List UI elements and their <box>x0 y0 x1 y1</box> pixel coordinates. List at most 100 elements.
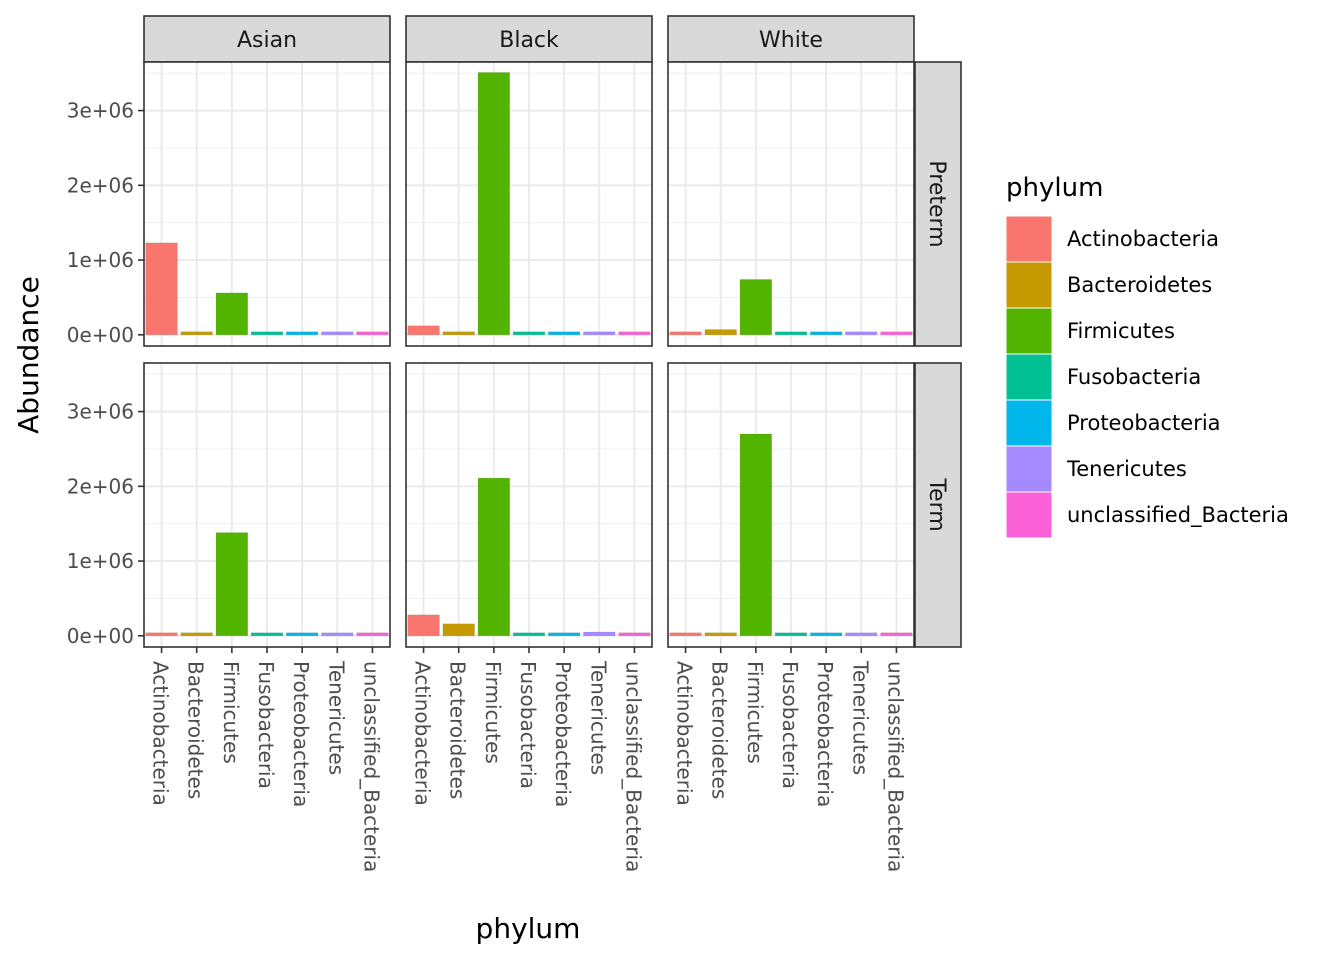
legend-item-firmicutes: Firmicutes <box>1005 307 1175 355</box>
bar-fusobacteria <box>250 632 284 637</box>
panel-asian-term <box>143 362 391 648</box>
legend-title: phylum <box>1006 173 1103 203</box>
legend-item-fusobacteria: Fusobacteria <box>1005 353 1201 401</box>
facet-row-strips: Preterm Term <box>914 61 962 648</box>
bar-unclassified-bacteria <box>880 632 913 637</box>
bar-fusobacteria <box>774 632 808 637</box>
bar-actinobacteria <box>145 632 178 637</box>
x-axis-black: Actinobacteria Bacteroidetes Firmicutes Fus… <box>411 647 645 872</box>
legend-swatch <box>1005 399 1053 447</box>
bar-fusobacteria <box>512 331 546 336</box>
bar-actinobacteria <box>669 632 702 637</box>
y-tick-label: 0e+00 <box>67 323 134 347</box>
bar-tenericutes <box>583 631 616 637</box>
strip-term <box>914 362 962 648</box>
y-tick-label: 2e+06 <box>67 474 134 498</box>
legend-swatch <box>1005 215 1053 263</box>
bar-bacteroidetes <box>180 632 213 637</box>
legend-swatch <box>1005 307 1053 355</box>
panel-border <box>143 61 391 347</box>
legend-swatch <box>1005 261 1053 309</box>
x-tick-label: Proteobacteria <box>551 661 575 807</box>
panel-border <box>667 61 915 347</box>
y-tick-label: 1e+06 <box>67 248 134 272</box>
strip-label-asian: Asian <box>237 28 297 53</box>
bar-firmicutes <box>477 477 510 637</box>
bar-bacteroidetes <box>180 331 213 336</box>
legend-label: Tenericutes <box>1066 457 1187 481</box>
bar-tenericutes <box>583 331 616 336</box>
bar-tenericutes <box>321 331 354 336</box>
y-tick-label: 2e+06 <box>67 173 134 197</box>
strip-white <box>667 15 915 63</box>
bar-actinobacteria <box>407 614 440 637</box>
x-tick-label: Firmicutes <box>743 661 767 764</box>
x-tick-label: Fusobacteria <box>516 661 540 789</box>
bar-firmicutes <box>739 433 772 637</box>
panel-white-preterm <box>667 61 915 347</box>
bar-actinobacteria <box>669 331 702 336</box>
legend-label: Proteobacteria <box>1067 411 1221 435</box>
legend-item-unclassified-bacteria: unclassified_Bacteria <box>1005 491 1289 539</box>
bar-firmicutes <box>739 279 772 336</box>
bar-proteobacteria <box>810 632 843 637</box>
x-tick-label: Proteobacteria <box>289 661 313 807</box>
legend-swatch <box>1005 491 1053 539</box>
x-tick-label: Proteobacteria <box>813 661 837 807</box>
strip-label-black: Black <box>499 28 559 53</box>
x-tick-label: unclassified_Bacteria <box>621 661 645 872</box>
x-axis-white: Actinobacteria Bacteroidetes Firmicutes Fus… <box>673 647 907 872</box>
facet-panels <box>143 61 915 648</box>
legend-swatch <box>1005 445 1053 493</box>
bar-fusobacteria <box>774 331 808 336</box>
x-axes: Actinobacteria Bacteroidetes Firmicutes Fus… <box>149 647 907 872</box>
x-tick-label: Actinobacteria <box>411 661 435 806</box>
x-tick-label: Actinobacteria <box>149 661 173 806</box>
legend: phylum Actinobacteria Bacteroidetes Firmic… <box>1005 173 1289 539</box>
bar-unclassified-bacteria <box>356 632 389 637</box>
bar-bacteroidetes <box>442 623 475 637</box>
bar-fusobacteria <box>512 632 546 637</box>
legend-item-tenericutes: Tenericutes <box>1005 445 1187 493</box>
legend-item-proteobacteria: Proteobacteria <box>1005 399 1221 447</box>
bar-tenericutes <box>321 632 354 637</box>
bar-tenericutes <box>845 632 878 637</box>
bar-actinobacteria <box>407 325 440 336</box>
legend-label: Bacteroidetes <box>1067 273 1212 297</box>
panel-border <box>405 61 653 347</box>
x-tick-label: Tenericutes <box>848 660 872 775</box>
bar-unclassified-bacteria <box>880 331 913 336</box>
strip-label-white: White <box>759 28 823 53</box>
x-tick-label: Fusobacteria <box>254 661 278 789</box>
y-axis-title: Abundance <box>12 276 45 434</box>
bar-proteobacteria <box>810 331 843 336</box>
strip-label-term: Term <box>924 477 949 531</box>
x-tick-label: unclassified_Bacteria <box>359 661 383 872</box>
bar-firmicutes <box>215 532 248 637</box>
bar-proteobacteria <box>286 632 319 637</box>
legend-label: Firmicutes <box>1067 319 1175 343</box>
y-tick-label: 1e+06 <box>67 549 134 573</box>
bar-proteobacteria <box>548 632 581 637</box>
x-tick-label: Fusobacteria <box>778 661 802 789</box>
bar-tenericutes <box>845 331 878 336</box>
bar-proteobacteria <box>286 331 319 336</box>
legend-label: unclassified_Bacteria <box>1067 503 1289 528</box>
x-axis-title: phylum <box>476 912 581 945</box>
x-tick-label: Bacteroidetes <box>184 661 208 799</box>
panel-asian-preterm <box>143 61 391 347</box>
bar-proteobacteria <box>548 331 581 336</box>
legend-swatch <box>1005 353 1053 401</box>
y-tick-label: 0e+00 <box>67 624 134 648</box>
x-tick-label: Bacteroidetes <box>708 661 732 799</box>
bar-unclassified-bacteria <box>618 632 651 637</box>
x-tick-label: Tenericutes <box>586 660 610 775</box>
panel-black-preterm <box>405 61 653 347</box>
x-tick-label: Tenericutes <box>324 660 348 775</box>
y-axes: 0e+00 1e+06 2e+06 3e+06 0e+00 1e+06 2e+06 3e+06 <box>67 99 144 648</box>
y-tick-label: 3e+06 <box>67 400 134 424</box>
bar-bacteroidetes <box>442 331 475 336</box>
y-axis-term: 0e+00 1e+06 2e+06 3e+06 <box>67 400 144 648</box>
legend-label: Fusobacteria <box>1067 365 1201 389</box>
